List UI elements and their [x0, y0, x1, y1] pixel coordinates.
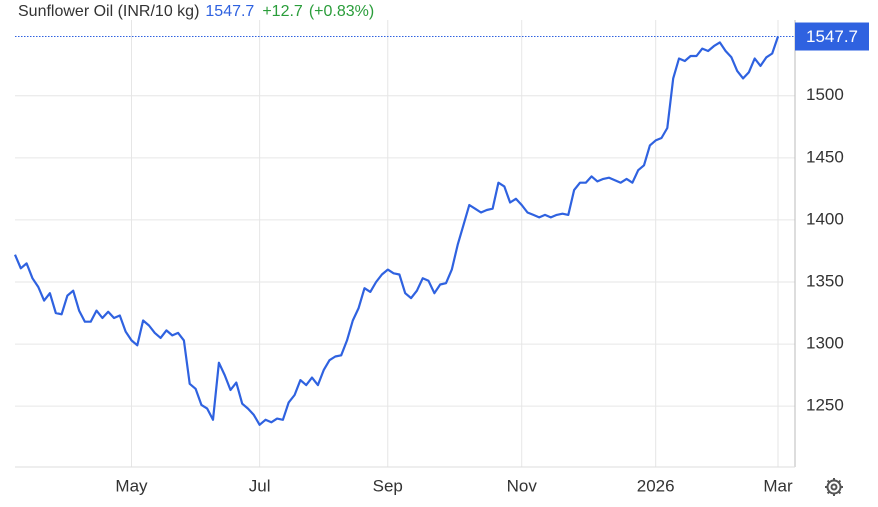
price: 1547.7	[205, 3, 254, 20]
y-tick-label: 1400	[806, 209, 844, 228]
y-tick-label: 1350	[806, 271, 844, 290]
x-tick-label: Jul	[249, 476, 271, 495]
y-tick-label: 1500	[806, 85, 844, 104]
x-tick-label: May	[115, 476, 148, 495]
last-price-label: 1547.7	[806, 27, 858, 46]
last-price-box	[795, 22, 869, 51]
y-tick-label: 1300	[806, 334, 844, 353]
header: Sunflower Oil (INR/10 kg) 1547.7 +12.7 (+0.…	[18, 3, 374, 20]
title: Sunflower Oil (INR/10 kg)	[18, 3, 199, 20]
y-tick-label: 1450	[806, 147, 844, 166]
x-tick-label: Nov	[507, 476, 538, 495]
x-tick-label: 2026	[637, 476, 675, 495]
price-line	[13, 36, 780, 426]
change-pct: (+0.83%)	[309, 3, 374, 20]
settings-icon[interactable]	[825, 478, 843, 496]
y-tick-label: 1250	[806, 396, 844, 415]
x-tick-label: Sep	[373, 476, 403, 495]
change: +12.7	[262, 3, 303, 20]
x-tick-label: Mar	[763, 476, 793, 495]
